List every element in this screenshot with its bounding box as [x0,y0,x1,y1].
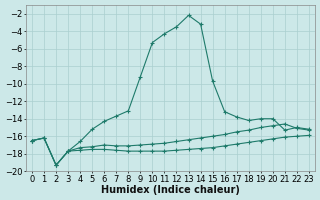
X-axis label: Humidex (Indice chaleur): Humidex (Indice chaleur) [101,185,240,195]
